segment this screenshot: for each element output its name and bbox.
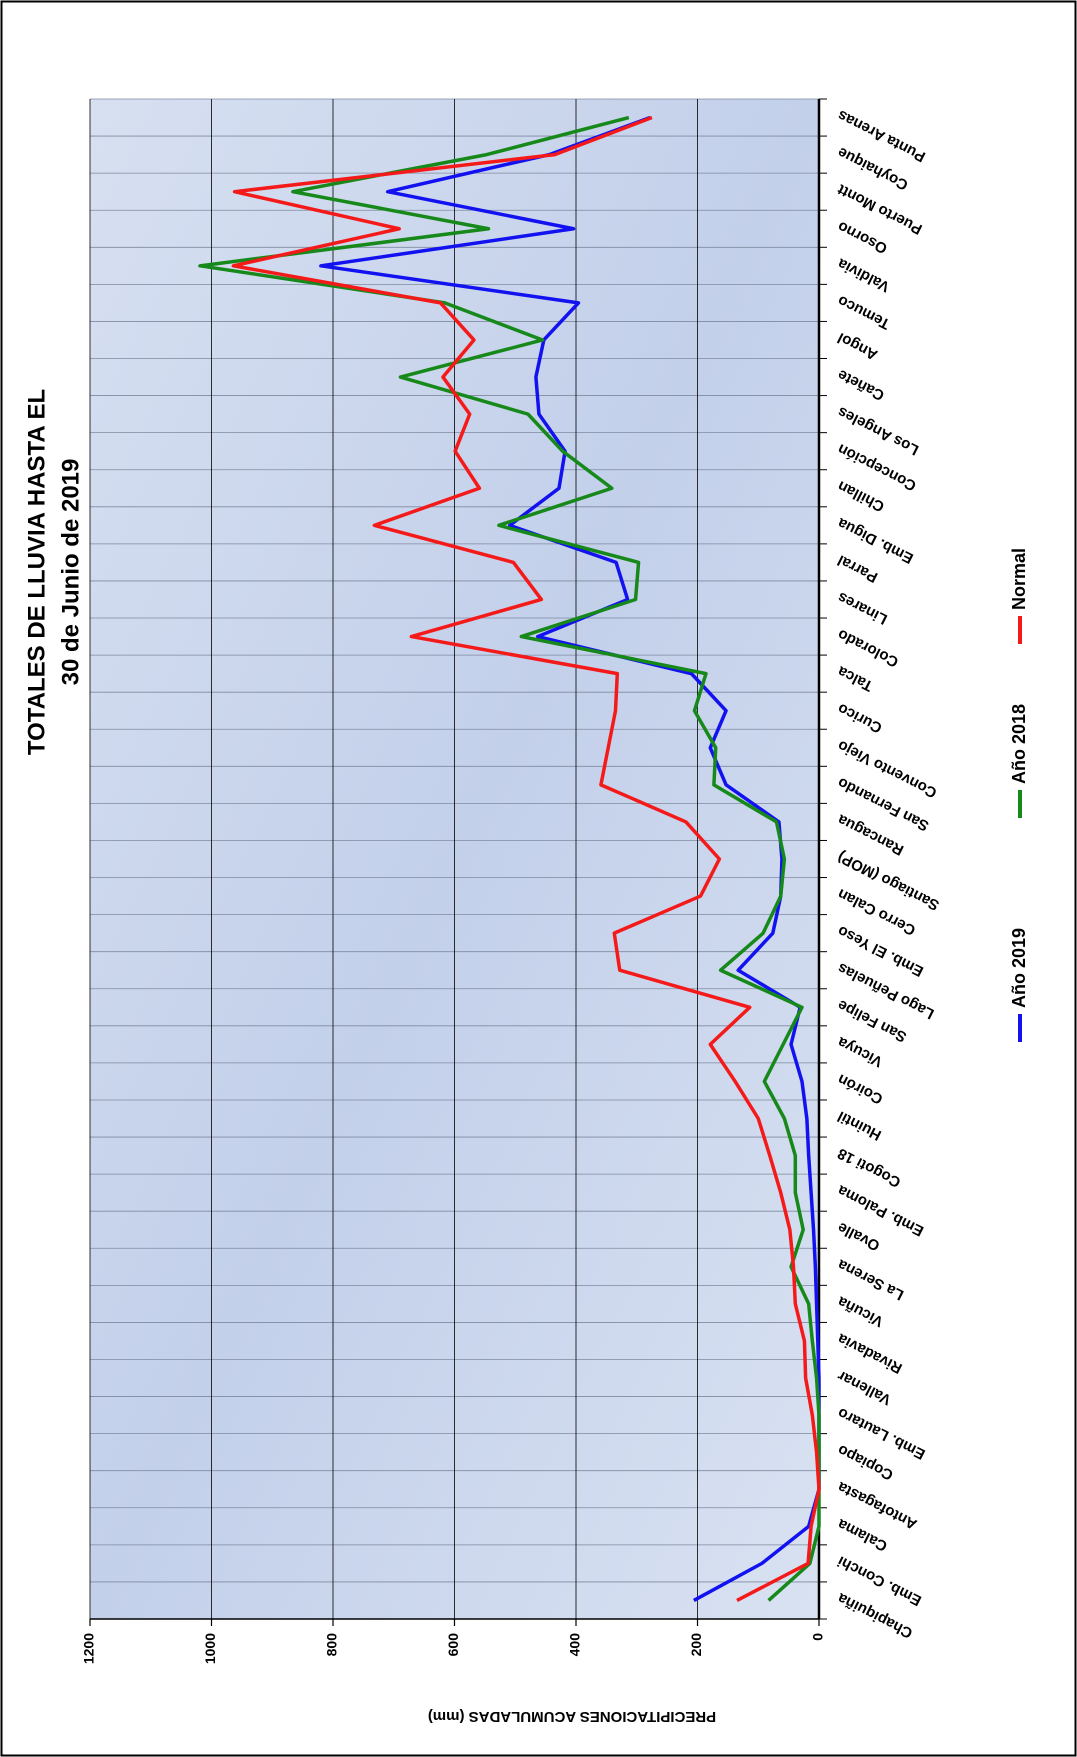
y-tick-label: 600 — [445, 1633, 461, 1657]
y-tick-label: 0 — [810, 1633, 826, 1641]
y-tick-label: 1000 — [202, 1633, 218, 1664]
chart-title: TOTALES DE LLUVIA HASTA EL — [23, 389, 50, 755]
y-tick-label: 200 — [688, 1633, 704, 1657]
y-tick-label: 1200 — [81, 1633, 97, 1664]
legend-label: Normal — [1009, 548, 1029, 610]
series-line — [198, 115, 821, 1602]
legend-label: Año 2019 — [1009, 928, 1029, 1008]
y-tick-label: 800 — [324, 1633, 340, 1657]
legend-label: Año 2018 — [1009, 704, 1029, 784]
y-tick-label: 400 — [567, 1633, 583, 1657]
series-line — [231, 115, 821, 1603]
series-line — [319, 115, 821, 1602]
chart-subtitle: 30 de Junio de 2019 — [57, 459, 84, 686]
y-axis-title: PRECIPITACIONES ACUMULADAS (mm) — [428, 1708, 716, 1725]
